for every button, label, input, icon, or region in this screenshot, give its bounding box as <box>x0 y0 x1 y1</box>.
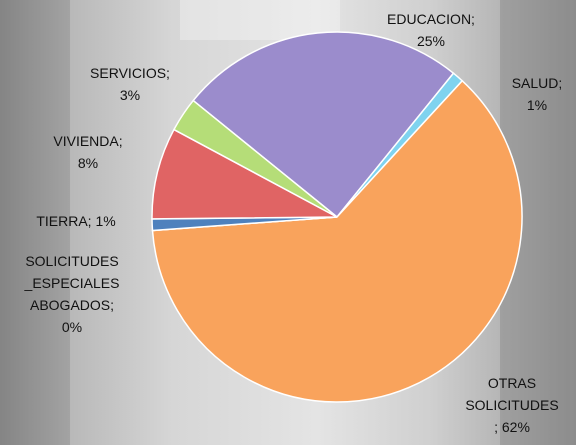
pie-slice <box>151 128 338 220</box>
data-label: SALUD; 1% <box>511 75 563 113</box>
data-label: TIERRA; 1% <box>36 213 116 229</box>
background-shade <box>0 0 70 445</box>
data-label: VIVIENDA; 8% <box>53 133 123 171</box>
data-label: SERVICIOS; 3% <box>90 65 170 103</box>
data-label: SOLICITUDES _ESPECIALES ABOGADOS; 0% <box>24 253 120 335</box>
pie-slice <box>151 79 523 403</box>
data-label: EDUCACION; 25% <box>387 11 475 49</box>
pie-slice <box>192 31 455 219</box>
pie-slice <box>172 99 338 218</box>
data-label: OTRAS SOLICITUDES ; 62% <box>465 375 559 435</box>
